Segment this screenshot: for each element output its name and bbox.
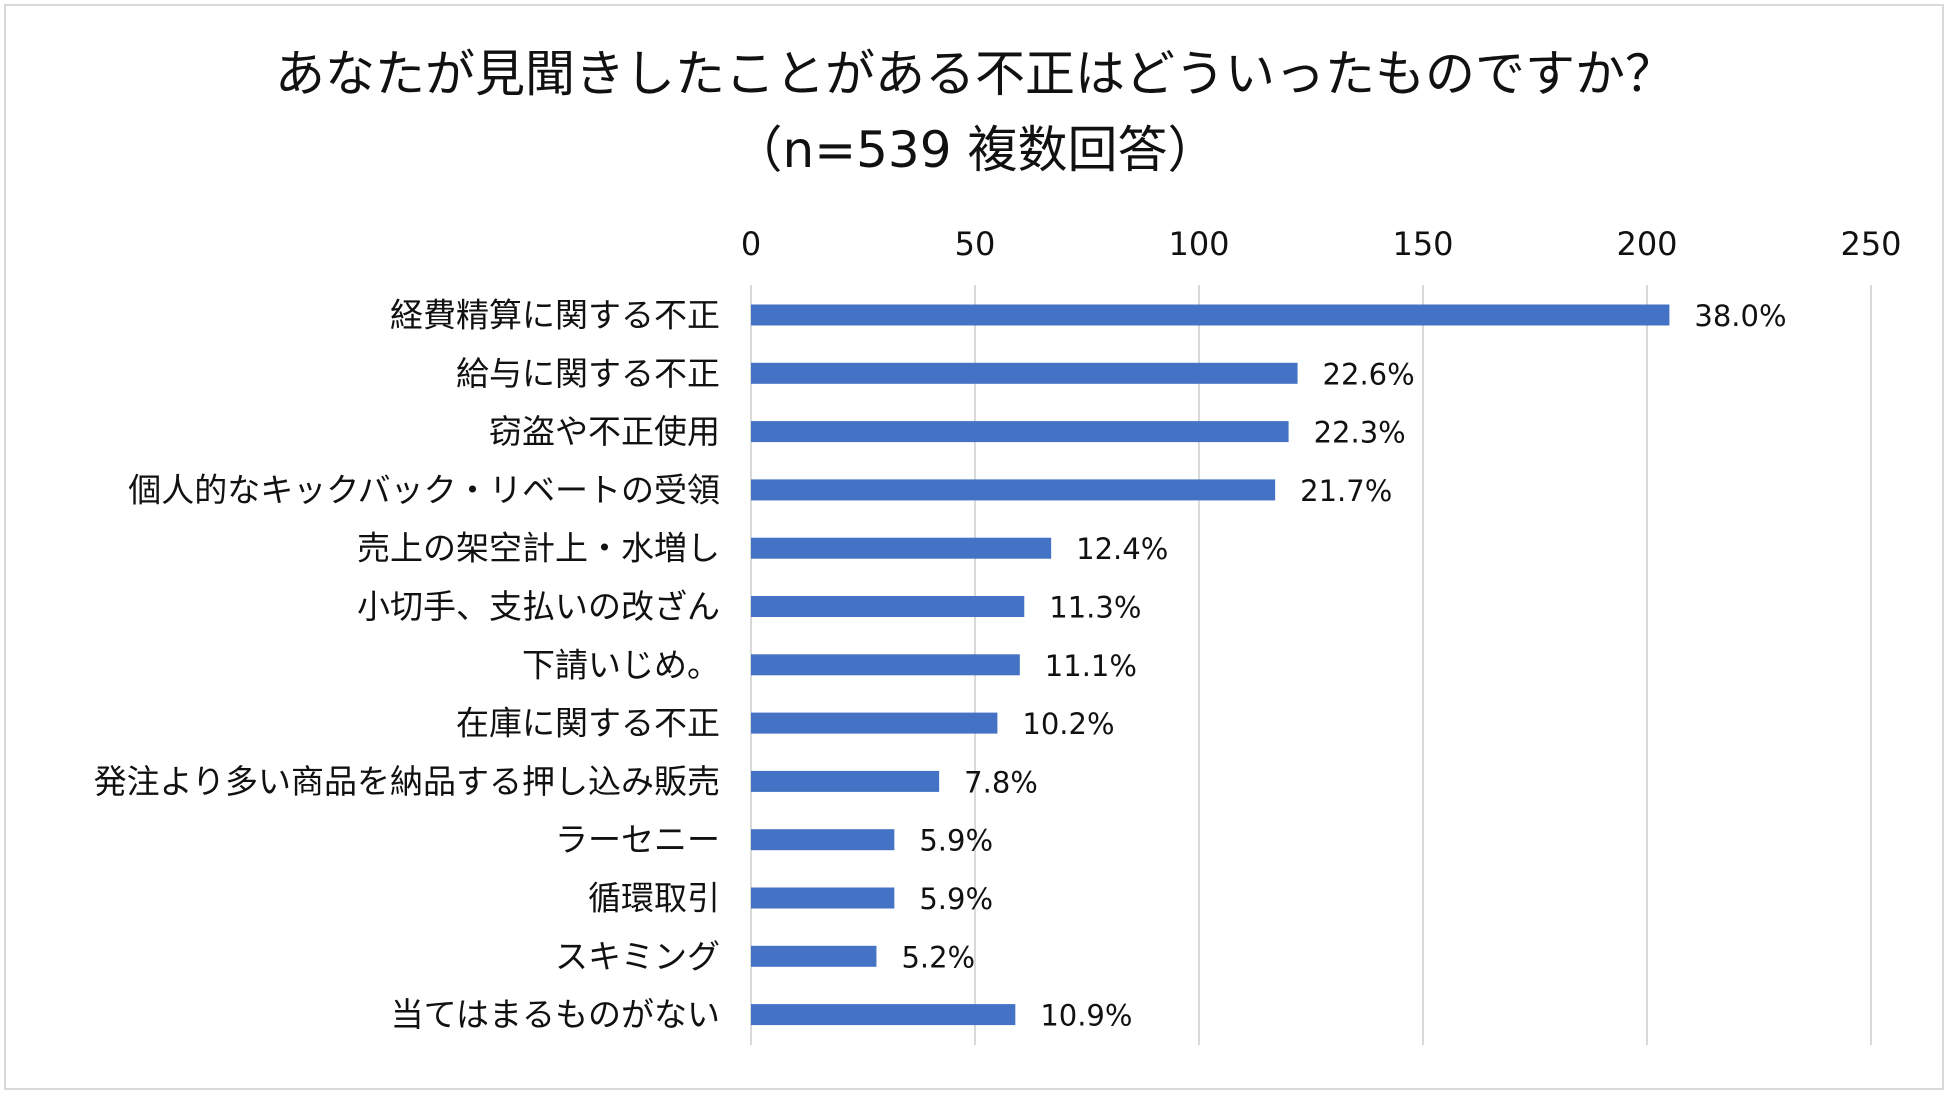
bar <box>751 421 1289 443</box>
x-axis-ticks: 0 50 100 150 200 250 <box>741 225 1902 263</box>
category-label: 経費精算に関する不正 <box>390 296 720 335</box>
data-label: 21.7% <box>1300 474 1392 508</box>
data-label: 11.3% <box>1049 591 1141 625</box>
bar <box>751 362 1298 384</box>
x-tick-label: 0 <box>741 225 761 263</box>
chart-subtitle: （n=539 複数回答） <box>732 121 1218 179</box>
bar <box>751 829 895 851</box>
chart-title: あなたが見聞きしたことがある不正はどういったものですか？ <box>275 45 1675 103</box>
category-label: 下請いじめ。 <box>522 645 720 684</box>
bar <box>751 304 1670 326</box>
category-label: 当てはまるものがない <box>391 995 720 1034</box>
bars <box>751 304 1670 1026</box>
bar <box>751 654 1020 676</box>
category-label: 売上の架空計上・水増し <box>357 529 720 568</box>
data-label: 22.3% <box>1314 416 1406 450</box>
category-label: 発注より多い商品を納品する押し込み販売 <box>94 762 720 801</box>
x-tick-label: 250 <box>1840 225 1901 263</box>
data-label: 38.0% <box>1694 299 1786 333</box>
bar <box>751 1004 1016 1026</box>
bar <box>751 537 1052 559</box>
category-label: 窃盗や不正使用 <box>489 412 720 451</box>
bar <box>751 770 940 792</box>
category-label: 個人的なキックバック・リベートの受領 <box>128 470 720 509</box>
x-tick-label: 150 <box>1392 225 1453 263</box>
data-label: 7.8% <box>964 765 1038 799</box>
data-label: 11.1% <box>1045 649 1137 683</box>
data-label: 10.2% <box>1022 707 1114 741</box>
bar <box>751 479 1276 501</box>
category-label: 循環取引 <box>588 879 720 918</box>
data-label: 5.9% <box>919 824 993 858</box>
data-label: 10.9% <box>1040 999 1132 1033</box>
x-tick-label: 100 <box>1168 225 1229 263</box>
bar <box>751 596 1025 617</box>
data-label: 12.4% <box>1076 532 1168 566</box>
category-label: 小切手、支払いの改ざん <box>357 587 720 626</box>
bar <box>751 712 998 734</box>
bar <box>751 945 877 967</box>
category-label: 在庫に関する不正 <box>456 704 720 743</box>
x-tick-label: 50 <box>955 225 996 263</box>
data-label: 22.6% <box>1323 357 1415 391</box>
category-label: 給与に関する不正 <box>456 354 720 393</box>
data-label: 5.9% <box>919 882 993 916</box>
data-labels: 38.0% 22.6% 22.3% 21.7% 12.4% 11.3% 11.1% 10.2%… <box>901 299 1786 1033</box>
category-label: ラーセニー <box>555 820 720 859</box>
x-tick-label: 200 <box>1616 225 1677 263</box>
category-labels: 経費精算に関する不正給与に関する不正窃盗や不正使用個人的なキックバック・リベート… <box>94 296 720 1035</box>
data-label: 5.2% <box>901 940 975 974</box>
category-label: スキミング <box>555 937 720 976</box>
bar <box>751 887 895 909</box>
